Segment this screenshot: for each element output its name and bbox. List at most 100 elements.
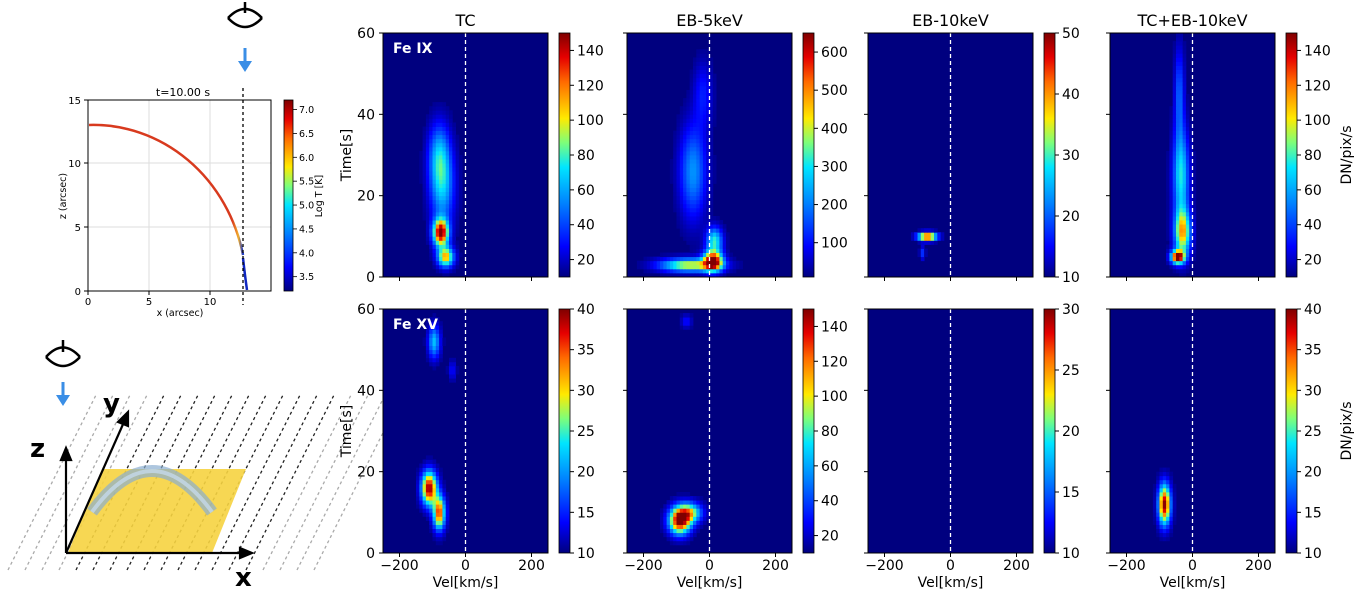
heatmap-cell	[425, 516, 430, 521]
axis-x-label: x	[235, 563, 252, 593]
heatmap-cell	[422, 467, 427, 473]
heatmap-cell	[1189, 256, 1193, 262]
heatmap-cell	[435, 207, 440, 213]
heatmap-cell	[449, 211, 453, 217]
heatmap-cell	[689, 199, 694, 205]
heatmap-cell	[1185, 179, 1190, 184]
heatmap-cell	[435, 203, 440, 209]
heatmap-cell	[1185, 216, 1190, 221]
heatmap-cell	[732, 260, 737, 266]
heatmap-cell	[416, 483, 420, 489]
heatmap-cell	[429, 455, 433, 460]
heatmap-cell	[455, 138, 460, 144]
heatmap-cell	[676, 191, 681, 197]
heatmap-cell	[679, 264, 684, 270]
colorbar-tick-label: 40	[1062, 87, 1080, 103]
colorbar-tick-label: 120	[821, 354, 848, 370]
heatmap-cell	[676, 179, 681, 184]
heatmap-cell	[689, 106, 694, 111]
heatmap-cell	[702, 175, 707, 180]
heatmap-cell	[455, 191, 460, 197]
heatmap-cell	[699, 138, 704, 144]
heatmap-cell	[683, 163, 687, 168]
heatmap-cell	[702, 146, 707, 152]
heatmap-cell	[422, 483, 427, 489]
heatmap-cell	[455, 264, 460, 270]
heatmap-cell	[452, 187, 456, 192]
heatmap-cell	[449, 126, 453, 131]
heatmap-cell	[689, 159, 694, 164]
heatmap-cell	[455, 187, 460, 192]
heatmap-cell	[702, 150, 707, 156]
y-tick-label: 60	[357, 302, 375, 318]
heatmap-cell	[435, 540, 440, 546]
heatmap-cell	[1182, 220, 1187, 225]
heatmap-cell	[689, 81, 694, 87]
heatmap-cell	[1189, 248, 1193, 253]
heatmap-cell	[706, 122, 710, 127]
colorbar	[1043, 308, 1056, 554]
heatmap-cell	[1189, 216, 1193, 221]
heatmap-cell	[1169, 260, 1174, 266]
heatmap-cell	[1176, 41, 1180, 46]
heatmap-cell	[1159, 512, 1164, 517]
heatmap-cell	[458, 179, 463, 184]
heatmap-cell	[442, 483, 447, 489]
heatmap-cell	[1169, 516, 1174, 521]
heatmap-cell	[676, 203, 681, 209]
heatmap-cell	[735, 260, 740, 266]
colorbar-tick-label: 25	[1062, 363, 1080, 379]
heatmap-cell	[689, 508, 694, 513]
heatmap-cell	[1156, 504, 1160, 509]
heatmap-cell	[1176, 195, 1180, 201]
heatmap-cell	[712, 268, 717, 274]
heatmap-cell	[719, 240, 724, 245]
heatmap-cell	[1185, 256, 1190, 262]
heatmap-cell	[1162, 508, 1167, 513]
heatmap-cell	[673, 134, 677, 140]
heatmap-cell	[425, 171, 430, 176]
heatmap-cell	[686, 524, 691, 529]
loop-xtick: 0	[85, 297, 91, 308]
heatmap-cell	[673, 163, 677, 168]
heatmap-cell	[425, 220, 430, 225]
colorbar	[1285, 32, 1298, 278]
heatmap-cell	[676, 500, 681, 505]
heatmap-cell	[1179, 191, 1183, 197]
heatmap-cell	[1192, 256, 1197, 262]
heatmap-cell	[1166, 512, 1170, 517]
heatmap-cell	[643, 264, 648, 270]
heatmap-cell	[1192, 191, 1197, 197]
heatmap-cell	[706, 220, 710, 225]
heatmap-cell	[702, 195, 707, 201]
heatmap-cell	[1152, 516, 1157, 521]
heatmap-cell	[422, 479, 427, 485]
heatmap-cell	[435, 224, 440, 229]
heatmap-cell	[432, 260, 437, 266]
heatmap-cell	[1179, 110, 1183, 115]
heatmap-cell	[458, 203, 463, 209]
heatmap-cell	[679, 167, 684, 172]
colorbar-tick-label: 40	[1304, 218, 1322, 234]
heatmap-cell	[702, 228, 707, 233]
loop-footpoint	[241, 257, 249, 291]
heatmap-cell	[439, 191, 443, 197]
colorbar-tick-label: 15	[1062, 485, 1080, 501]
heatmap-cell	[1156, 479, 1160, 485]
heatmap-cell	[435, 167, 440, 172]
heatmap-cell	[702, 106, 707, 111]
heatmap-cell	[429, 134, 433, 140]
heatmap-cell	[702, 179, 707, 184]
heatmap-cell	[452, 216, 456, 221]
heatmap-cell	[1182, 224, 1187, 229]
heatmap-cell	[709, 216, 714, 221]
heatmap-cell	[650, 260, 654, 266]
heatmap-cell	[666, 268, 671, 274]
heatmap-cell	[1176, 163, 1180, 168]
heatmap-cell	[702, 504, 707, 509]
heatmap-cell	[1169, 471, 1174, 477]
heatmap-cell	[435, 199, 440, 205]
heatmap-cell	[422, 150, 427, 156]
heatmap-cell	[683, 496, 687, 501]
heatmap-cell	[445, 508, 450, 513]
